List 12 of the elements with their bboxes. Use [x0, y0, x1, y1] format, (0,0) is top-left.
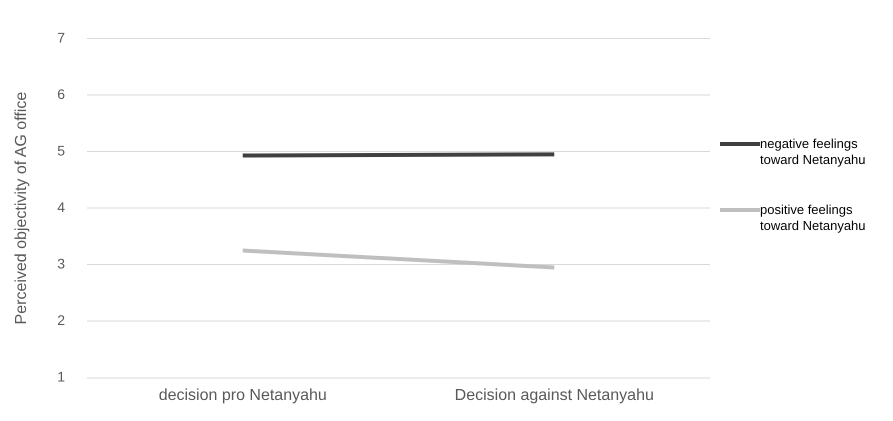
x-tick-label: Decision against Netanyahu [454, 386, 654, 404]
y-tick-label: 3 [57, 256, 66, 272]
legend-label: negative feelings toward Netanyahu [760, 136, 867, 168]
y-tick-label: 2 [57, 312, 66, 328]
y-tick-label: 1 [57, 368, 66, 385]
y-tick-label: 5 [57, 142, 66, 158]
legend-label: positive feelings toward Netanyahu [760, 202, 867, 234]
y-axis-title: Perceived objectivity of AG office [13, 92, 30, 324]
y-tick-label: 6 [57, 86, 66, 102]
y-tick-label: 4 [57, 198, 66, 215]
x-tick-label: decision pro Netanyahu [158, 386, 327, 404]
y-tick-label: 7 [57, 29, 66, 46]
